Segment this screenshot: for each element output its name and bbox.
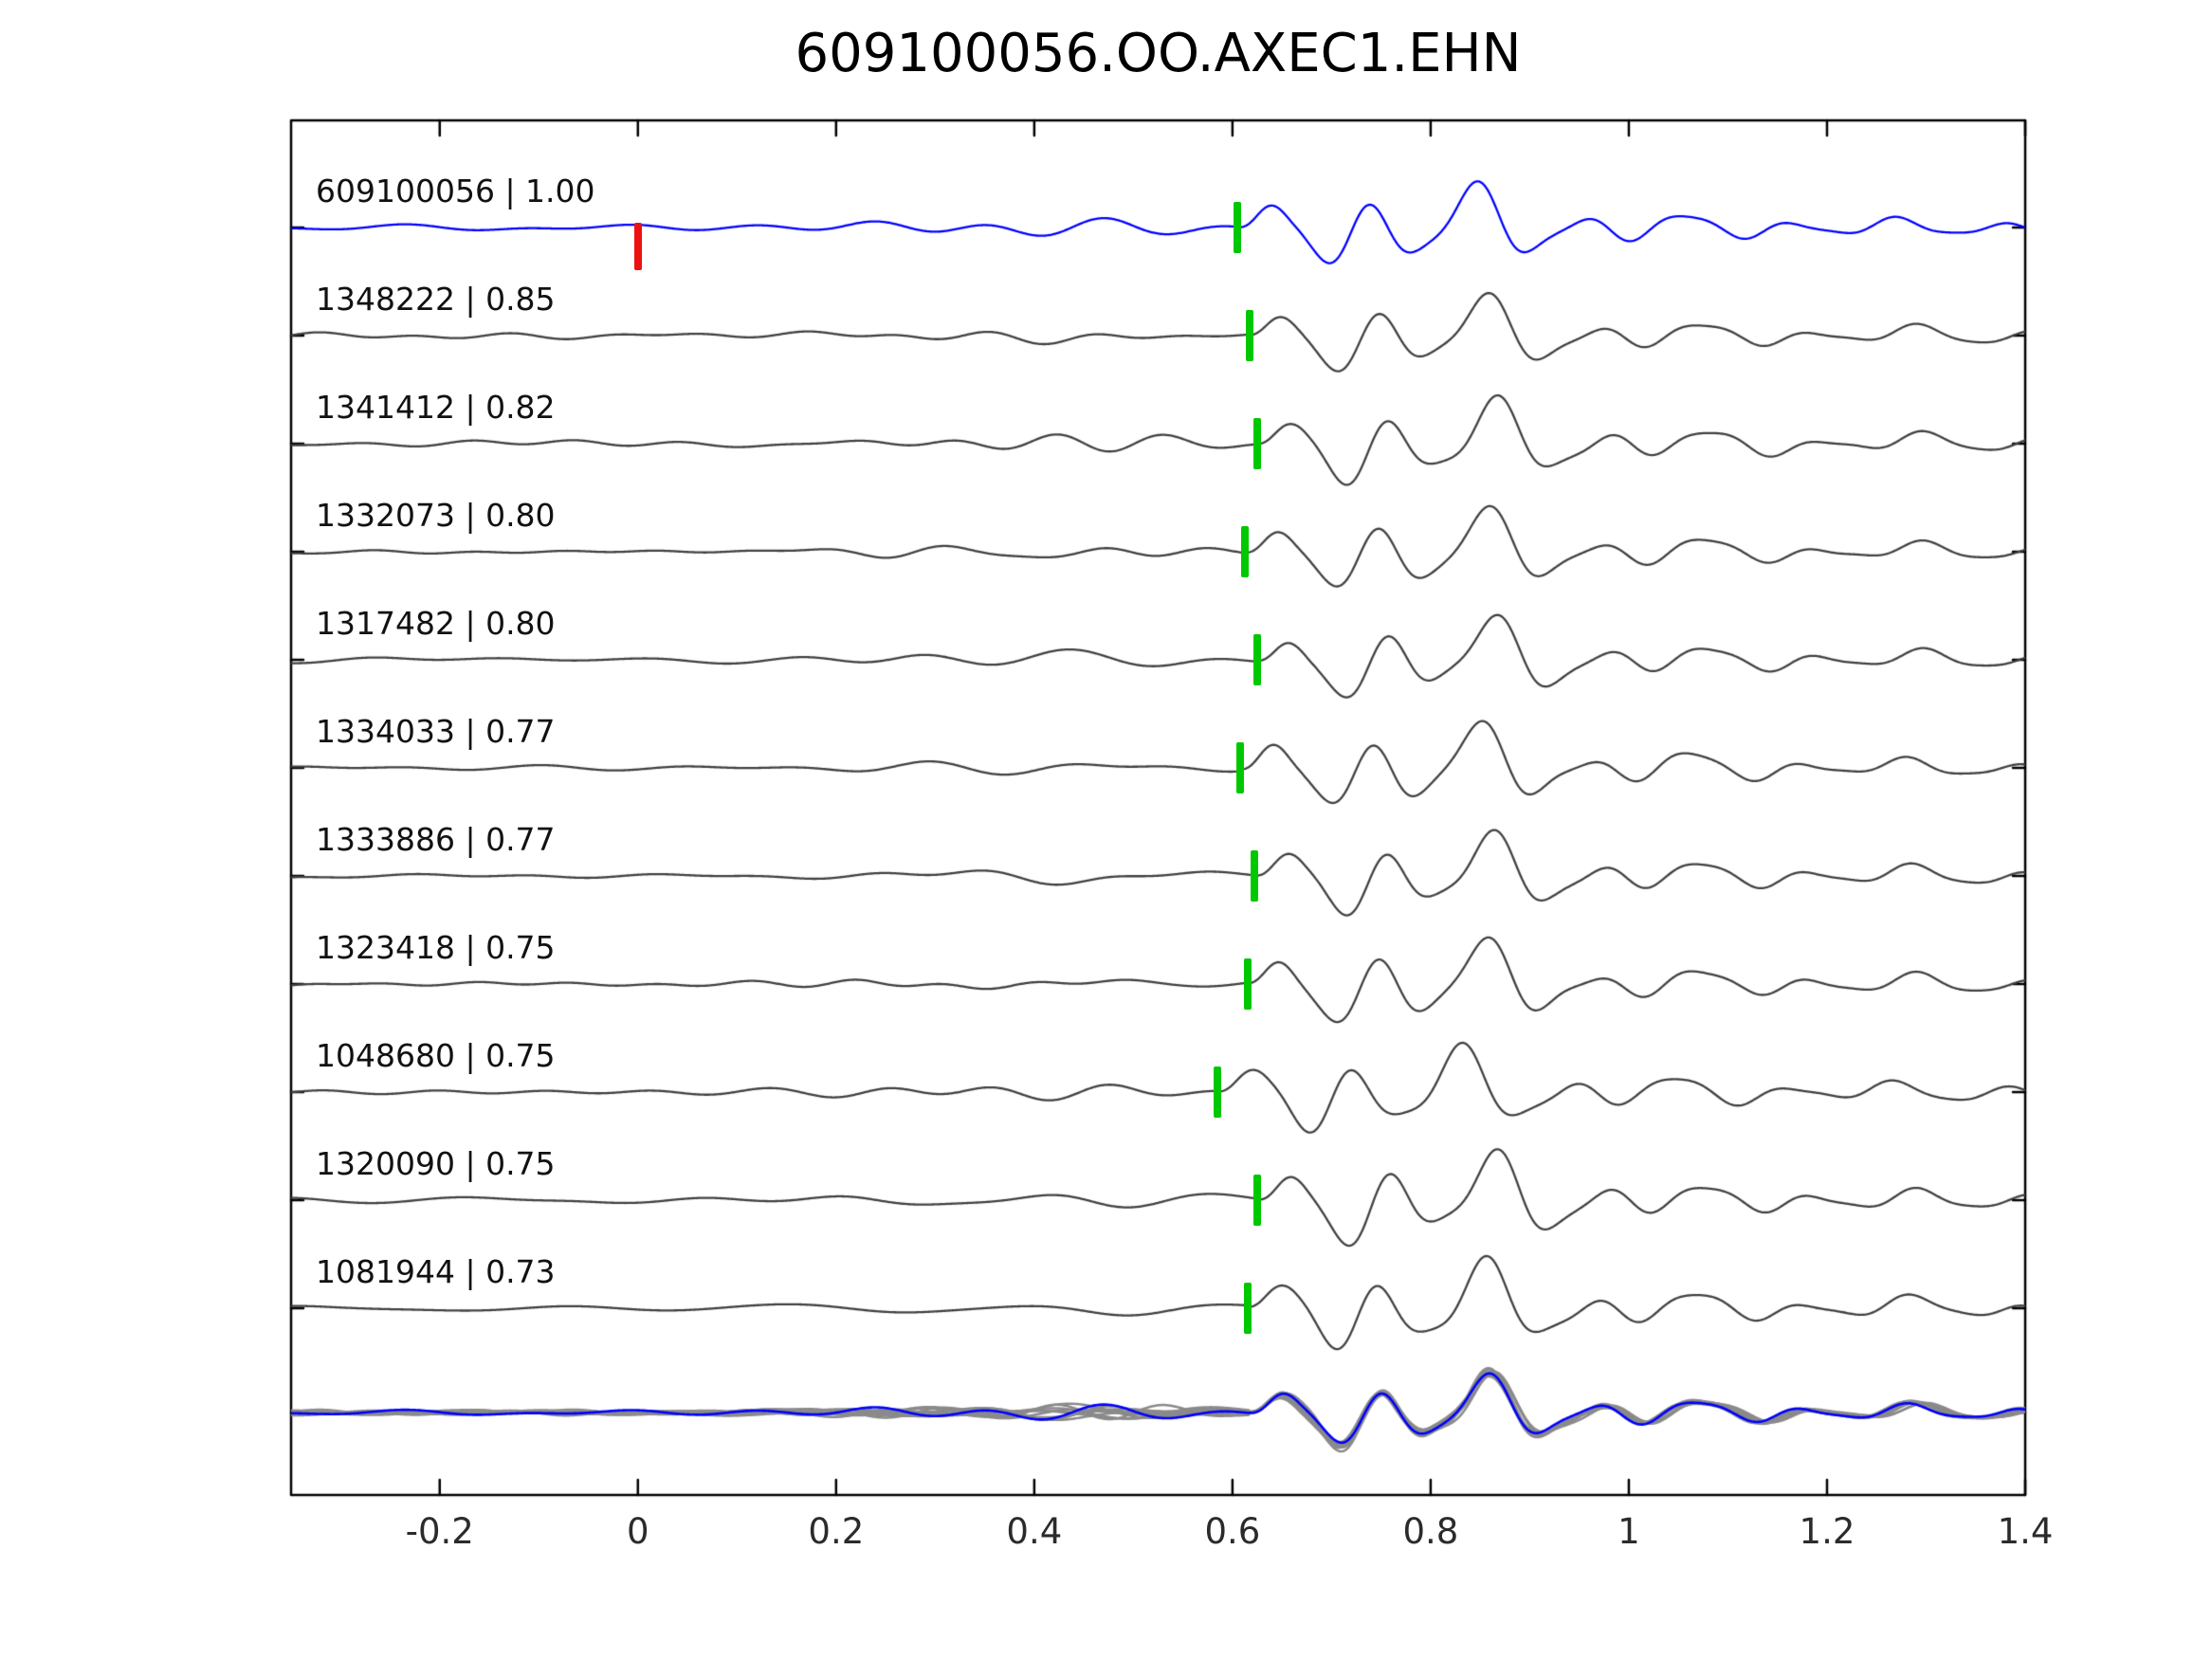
trace-label: 1333886 | 0.77	[316, 821, 556, 858]
pick-marker	[1234, 202, 1242, 253]
x-tick-label: 1.2	[1799, 1511, 1856, 1552]
trace-label: 1348222 | 0.85	[316, 281, 556, 318]
pick-marker	[1241, 526, 1250, 577]
x-tick-label: 1	[1618, 1511, 1640, 1552]
trace-label: 609100056 | 1.00	[316, 173, 595, 210]
pick-marker	[1253, 634, 1261, 685]
trace-label: 1320090 | 0.75	[316, 1145, 556, 1182]
x-tick-label: 0.4	[1006, 1511, 1063, 1552]
x-tick-label: 0.6	[1204, 1511, 1261, 1552]
x-tick-label: 1.4	[1997, 1511, 2054, 1552]
trace-label: 1323418 | 0.75	[316, 929, 556, 966]
pick-marker	[1243, 1283, 1252, 1334]
trace-label: 1048680 | 0.75	[316, 1037, 556, 1074]
template-origin-marker	[633, 223, 642, 270]
trace-label: 1081944 | 0.73	[316, 1253, 556, 1290]
pick-marker	[1245, 310, 1253, 361]
x-tick-label: -0.2	[405, 1511, 474, 1552]
x-tick-label: 0.2	[808, 1511, 865, 1552]
pick-marker	[1253, 418, 1261, 469]
pick-marker	[1236, 742, 1245, 793]
pick-marker	[1250, 850, 1258, 902]
x-tick-label: 0.8	[1402, 1511, 1459, 1552]
pick-marker	[1214, 1066, 1222, 1118]
x-tick-label: 0	[627, 1511, 649, 1552]
trace-label: 1341412 | 0.82	[316, 389, 556, 426]
pick-marker	[1253, 1175, 1261, 1226]
trace-label: 1332073 | 0.80	[316, 497, 556, 534]
trace-label: 1334033 | 0.77	[316, 713, 556, 750]
trace-label: 1317482 | 0.80	[316, 605, 556, 642]
pick-marker	[1243, 958, 1252, 1010]
